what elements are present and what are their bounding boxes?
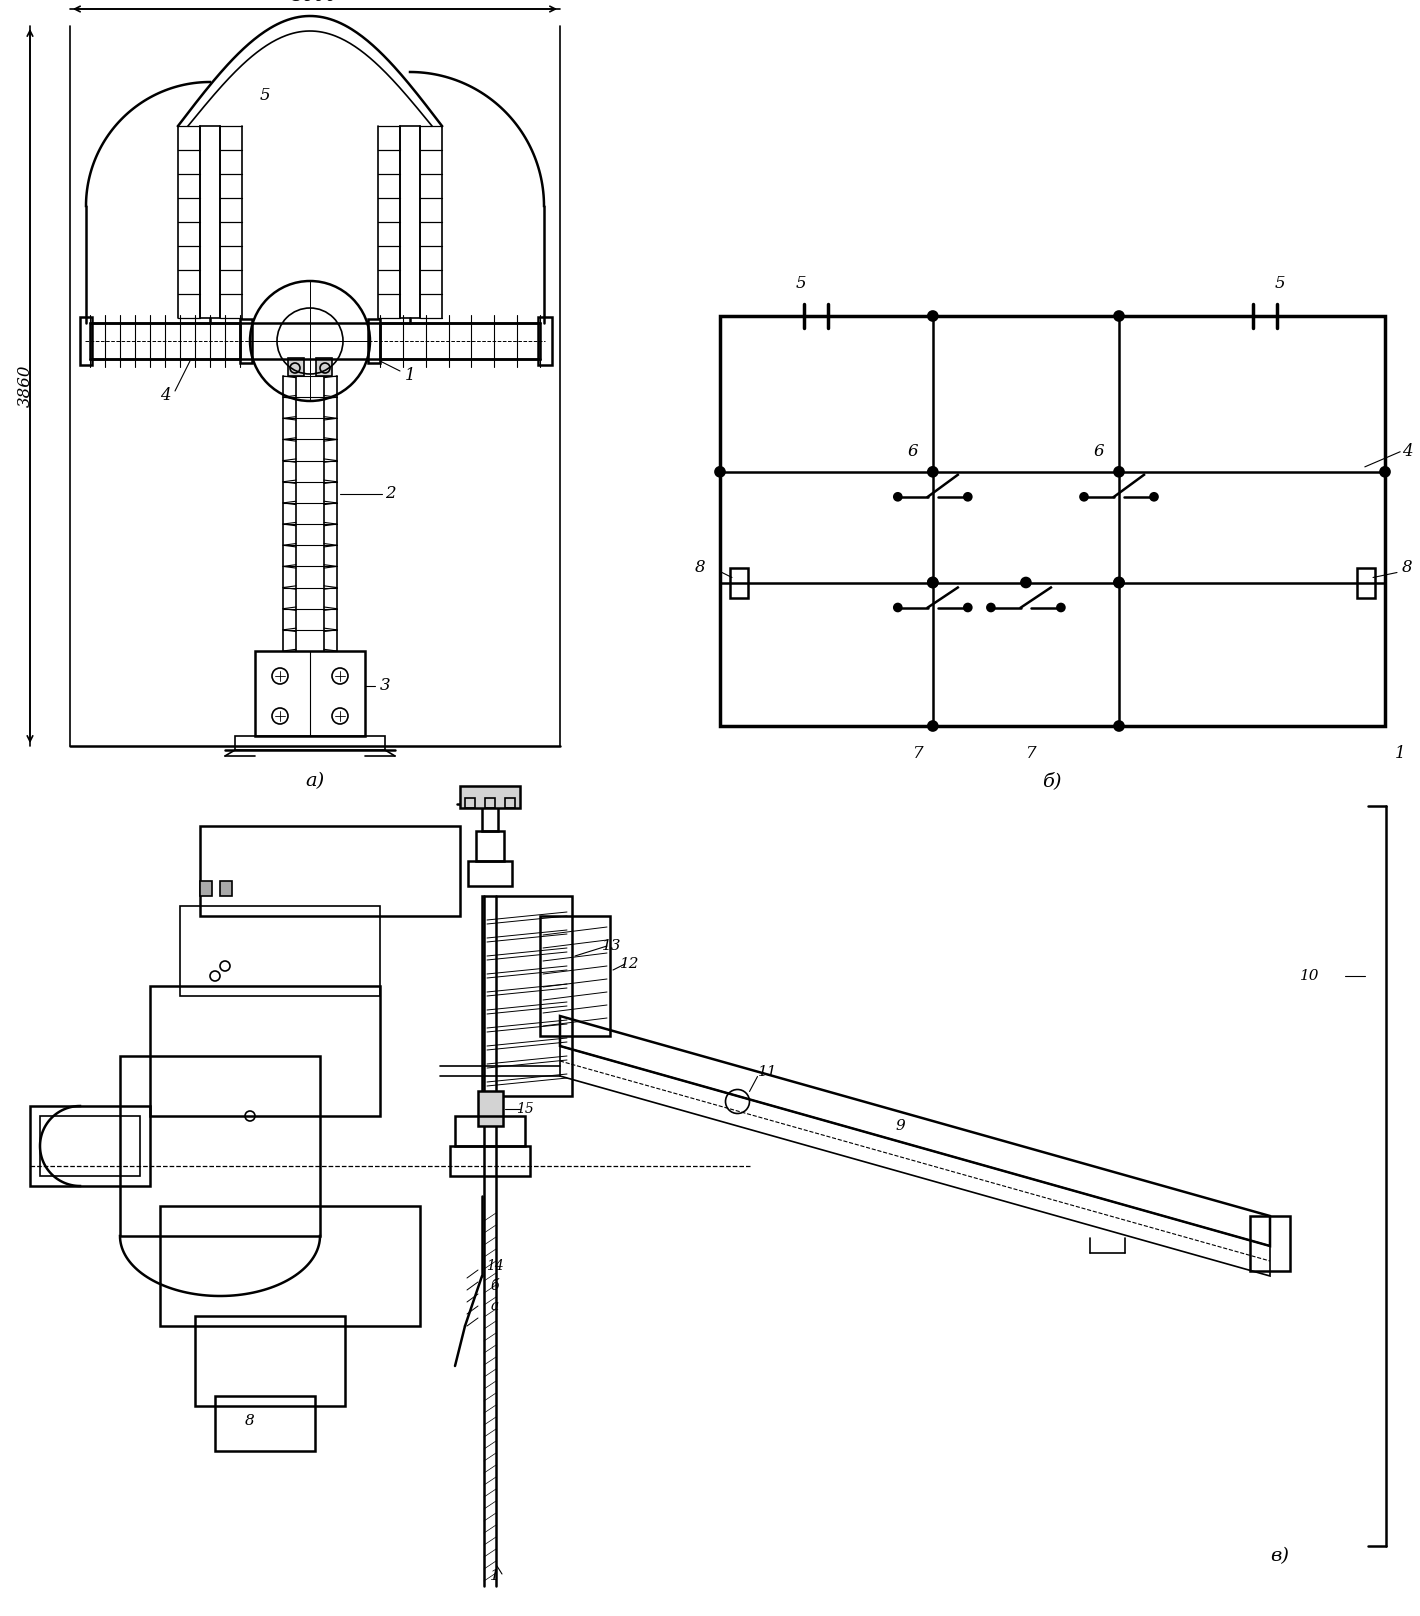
Bar (720, 317, 1384, 726)
Bar (454, 1117, 525, 1146)
Bar (121, 1055, 320, 1236)
Text: 4: 4 (1402, 443, 1413, 461)
Circle shape (1056, 603, 1065, 611)
Circle shape (964, 603, 971, 611)
Circle shape (1380, 467, 1390, 477)
Text: 14: 14 (486, 1259, 504, 1273)
Bar (317, 359, 332, 377)
Bar (256, 651, 365, 735)
Bar (381, 323, 540, 359)
Bar (240, 318, 251, 364)
Bar (450, 1146, 530, 1176)
Text: 1: 1 (405, 367, 415, 385)
Bar (234, 735, 385, 750)
Bar (506, 798, 515, 808)
Text: 6: 6 (907, 443, 919, 461)
Bar (200, 126, 220, 318)
Bar (195, 1315, 345, 1406)
Text: 7: 7 (1025, 745, 1037, 763)
Circle shape (927, 467, 937, 477)
Bar (481, 806, 498, 831)
Text: б): б) (1042, 772, 1062, 790)
Bar (200, 826, 460, 916)
Bar (80, 317, 92, 365)
Circle shape (927, 310, 937, 322)
Text: 4: 4 (159, 388, 170, 404)
Text: 8: 8 (1402, 559, 1413, 575)
Circle shape (1081, 493, 1088, 501)
Text: 1: 1 (1394, 745, 1406, 763)
Text: 3860: 3860 (17, 365, 34, 407)
Text: 10: 10 (1301, 970, 1319, 983)
Text: 15: 15 (515, 1102, 534, 1117)
Bar (460, 785, 520, 808)
Text: a: a (491, 1299, 498, 1312)
Circle shape (927, 721, 937, 730)
Text: в): в) (1271, 1547, 1289, 1564)
Circle shape (1115, 577, 1125, 588)
Bar (1358, 567, 1375, 598)
Bar (214, 1396, 315, 1451)
Text: 3600: 3600 (293, 0, 338, 5)
Text: 11: 11 (758, 1065, 777, 1078)
Bar (30, 1105, 151, 1186)
Bar (151, 986, 381, 1117)
Circle shape (1115, 310, 1125, 322)
Text: 3: 3 (379, 677, 391, 695)
Text: 5: 5 (1275, 275, 1285, 292)
Circle shape (893, 603, 902, 611)
Bar (180, 907, 381, 995)
Bar (476, 831, 504, 861)
Text: 7: 7 (913, 745, 923, 763)
Text: а): а) (305, 772, 325, 790)
Text: 5: 5 (795, 275, 807, 292)
Circle shape (927, 577, 937, 588)
Bar (540, 916, 611, 1036)
Bar (481, 895, 572, 1096)
Bar (479, 1091, 503, 1126)
Text: 2: 2 (385, 485, 395, 503)
Bar (486, 798, 496, 808)
Bar (288, 359, 304, 377)
Bar (469, 861, 513, 886)
Text: 9: 9 (895, 1118, 905, 1133)
Circle shape (964, 493, 971, 501)
Circle shape (893, 493, 902, 501)
Bar (220, 881, 231, 895)
Text: 12: 12 (621, 957, 640, 971)
Text: 8: 8 (694, 559, 706, 575)
Circle shape (1115, 577, 1125, 588)
Text: 5: 5 (260, 87, 270, 105)
Text: 13: 13 (602, 939, 622, 953)
Circle shape (1115, 467, 1125, 477)
Bar (730, 567, 748, 598)
Bar (368, 318, 381, 364)
Text: 8: 8 (246, 1414, 254, 1429)
Text: 6: 6 (1093, 443, 1105, 461)
Bar (40, 1117, 141, 1176)
Circle shape (1021, 577, 1031, 588)
Bar (538, 317, 552, 365)
Bar (200, 881, 212, 895)
Bar (464, 798, 476, 808)
Circle shape (987, 603, 995, 611)
Bar (1250, 1215, 1289, 1272)
Text: б: б (491, 1278, 500, 1293)
Circle shape (927, 577, 937, 588)
Circle shape (716, 467, 726, 477)
Bar (400, 126, 420, 318)
Circle shape (1150, 493, 1157, 501)
Circle shape (1115, 721, 1125, 730)
Text: 1: 1 (490, 1569, 500, 1584)
Bar (160, 1206, 420, 1327)
Bar (89, 323, 240, 359)
